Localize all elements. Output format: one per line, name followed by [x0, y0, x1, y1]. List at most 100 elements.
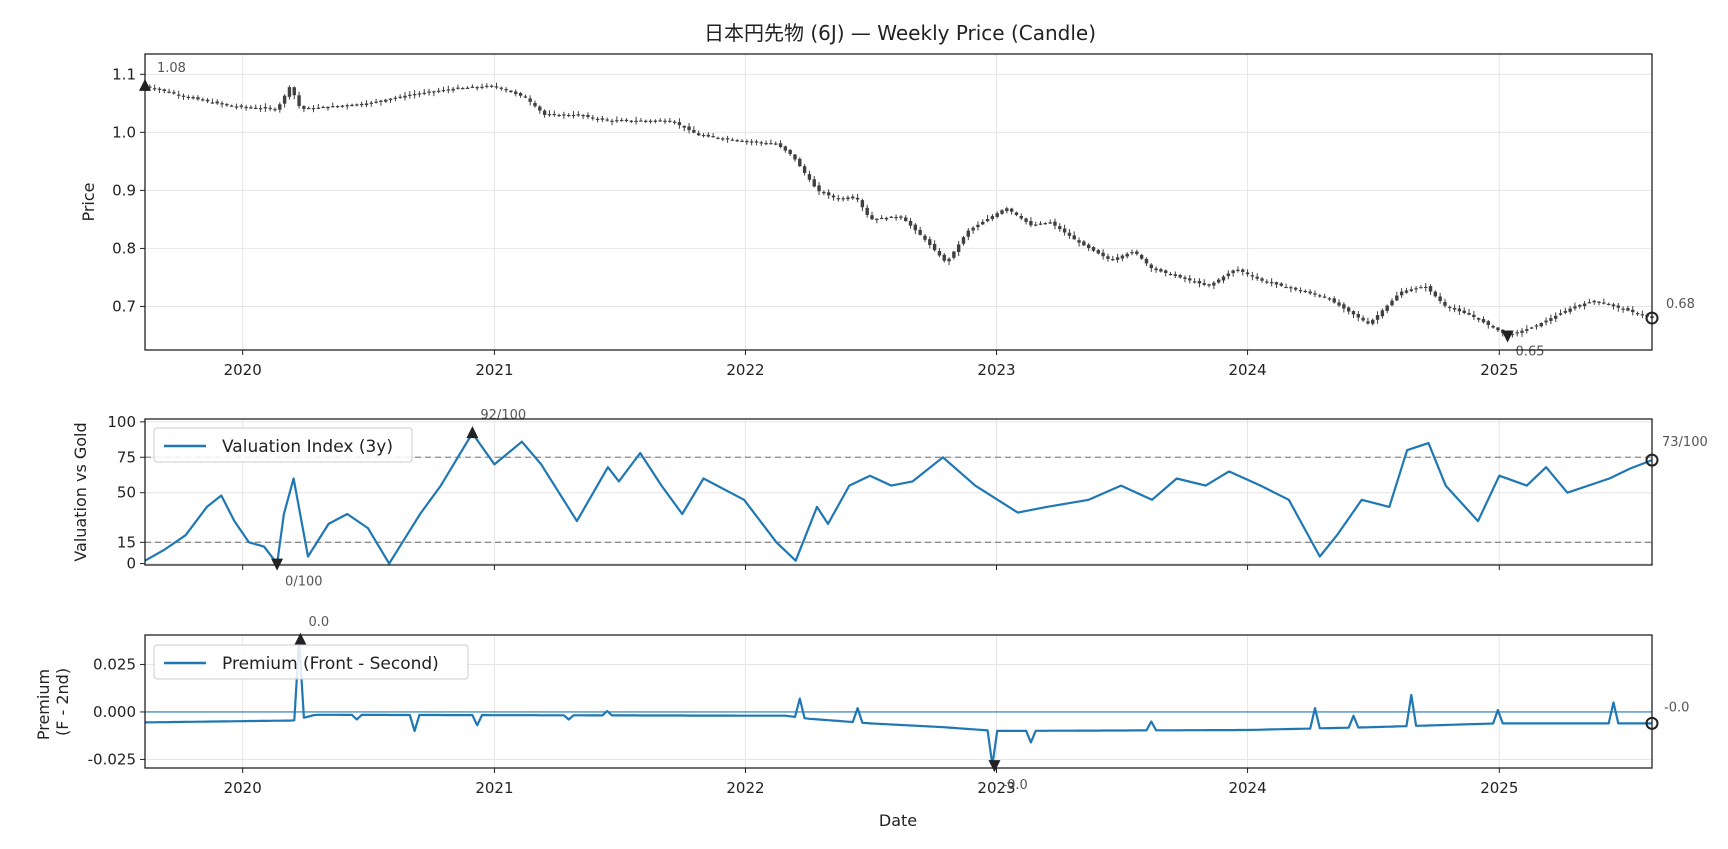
premium-x-tick-label: 2020 [224, 779, 262, 797]
candle-body [783, 146, 788, 151]
candle-body [384, 99, 388, 102]
candle-body [509, 90, 513, 93]
candle-body [1433, 291, 1438, 297]
x-axis-label: Date [879, 811, 917, 830]
candle-body [1106, 256, 1110, 259]
candle-body [581, 115, 585, 117]
candle-body [514, 91, 518, 94]
candle-body [1294, 287, 1298, 290]
candle-body [1351, 311, 1356, 315]
candle-body [1318, 295, 1322, 297]
candle-body [610, 120, 614, 122]
candle-body [985, 218, 990, 222]
premium-y-axis-label-line2: (F - 2nd) [53, 668, 72, 736]
valuation-panel: 0 15 50 75 100 92/100 0/100 73/100 Valuation vs… [71, 408, 1708, 589]
valuation-legend-box [153, 427, 413, 463]
candle-body [716, 137, 720, 139]
candle-body [1481, 319, 1486, 323]
candle-body [778, 143, 783, 147]
candle-body [1202, 282, 1206, 285]
price-x-tick-label: 2020 [224, 361, 262, 379]
premium-annotation-marker [294, 632, 307, 645]
candle-body [388, 98, 393, 101]
candle-body [1568, 308, 1572, 312]
candle-body [1101, 252, 1105, 257]
chart-title: 日本円先物 (6J) — Weekly Price (Candle) [704, 21, 1096, 45]
price-x-tick-label: 2025 [1480, 361, 1518, 379]
candle-body [1120, 255, 1125, 259]
premium-panel-frame [144, 634, 1653, 769]
candle-body [504, 89, 508, 91]
candle-body [1414, 288, 1418, 290]
candle-body [268, 107, 272, 110]
candle-body [1602, 302, 1606, 304]
candle-body [1346, 307, 1351, 312]
candle-body [774, 143, 778, 145]
valuation-y-tick-label: 50 [117, 484, 136, 502]
candle-body [1380, 310, 1385, 317]
candle-body [542, 110, 547, 115]
candle-body [292, 87, 296, 96]
candle-body [205, 99, 210, 102]
candle-body [1274, 282, 1279, 285]
valuation-y-tick-label: 0 [126, 555, 136, 573]
candle-body [961, 237, 966, 244]
candle-body [1578, 304, 1582, 307]
valuation-annotation-label: 92/100 [480, 408, 526, 423]
price-y-tick-label: 0.9 [112, 181, 136, 199]
candle-body [1582, 303, 1587, 307]
candle-body [1091, 247, 1096, 251]
candle-body [369, 102, 373, 104]
candle-body [306, 107, 311, 110]
candle-body [586, 115, 590, 118]
candle-body [1472, 314, 1476, 318]
premium-series-line [144, 638, 1652, 767]
candle-body [1183, 277, 1187, 279]
candle-body [345, 105, 349, 107]
candle-body [1361, 317, 1365, 321]
price-x-tick-label: 2022 [726, 361, 764, 379]
candle-body [1197, 280, 1202, 284]
candle-body [1149, 264, 1153, 269]
candle-body [754, 141, 759, 143]
candle-body [1342, 304, 1346, 309]
candle-body [172, 92, 176, 94]
candle-body [653, 120, 658, 122]
candle-body [1111, 259, 1115, 261]
candle-body [1525, 329, 1529, 331]
candle-body [393, 97, 398, 99]
candle-body [297, 95, 301, 107]
candle-body [1188, 278, 1192, 281]
candle-body [311, 108, 316, 110]
candle-body [316, 107, 321, 109]
candle-body [249, 107, 253, 109]
candle-body [624, 119, 629, 122]
candle-body [201, 99, 205, 101]
candle-body [956, 244, 961, 253]
candle-body [1062, 228, 1067, 233]
candle-body [629, 120, 633, 122]
candle-body [302, 106, 306, 109]
candle-body [1409, 289, 1413, 292]
candle-body [663, 120, 667, 122]
candle-body [1438, 296, 1442, 302]
valuation-panel-frame [144, 418, 1653, 566]
price-y-tick-label: 0.8 [112, 239, 136, 257]
candle-body [1554, 315, 1558, 319]
candle-body [1491, 325, 1495, 328]
candle-body [1399, 291, 1404, 296]
candle-body [148, 86, 152, 88]
candle-body [711, 136, 715, 138]
candle-body [432, 91, 436, 93]
candle-body [1096, 250, 1101, 254]
price-annotation-label: 0.65 [1516, 344, 1545, 359]
candle-body [1216, 279, 1221, 283]
candle-body [1452, 307, 1457, 310]
candle-body [157, 88, 162, 90]
candle-body [1462, 310, 1466, 313]
candle-body [764, 143, 768, 145]
candle-body [412, 94, 417, 96]
candle-body [470, 86, 475, 88]
candle-body [225, 104, 229, 106]
candle-body [398, 96, 402, 98]
